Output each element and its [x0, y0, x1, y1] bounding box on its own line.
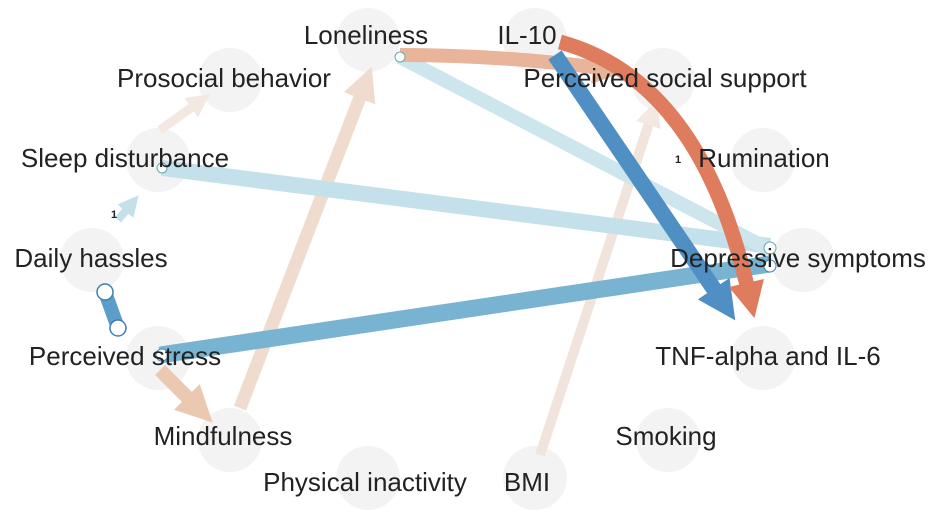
edge-label: 1 [675, 154, 681, 166]
node-label: Daily hassles [14, 243, 167, 273]
edge-end [109, 319, 127, 337]
node-label: IL-10 [497, 20, 556, 50]
edge-end [155, 348, 169, 362]
node [336, 8, 400, 72]
node-label: Loneliness [304, 20, 428, 50]
edge [157, 94, 211, 134]
edge-end [763, 241, 777, 255]
node [198, 48, 262, 112]
edge [548, 50, 736, 321]
node [60, 228, 124, 292]
edge [558, 34, 764, 319]
edge [155, 365, 213, 423]
edges [96, 34, 777, 457]
node [731, 326, 795, 390]
node-label: Perceived stress [29, 341, 221, 371]
node-label: Depressive symptoms [670, 243, 926, 273]
node-labels: Loneliness IL-10 Prosocial behavior Perc… [14, 20, 925, 497]
node [636, 408, 700, 472]
node [731, 128, 795, 192]
edge [158, 255, 772, 364]
node [503, 446, 567, 510]
edge [114, 195, 139, 223]
edge-end [394, 51, 406, 63]
node-label: Sleep disturbance [21, 143, 229, 173]
node-label: Smoking [615, 421, 716, 451]
edge-end [156, 162, 168, 174]
edge [399, 48, 627, 84]
edge-label: 1 [111, 209, 117, 221]
node [336, 446, 400, 510]
edge-labels: 1 1 [111, 154, 681, 221]
node-label: Mindfulness [154, 421, 293, 451]
node-label: Rumination [698, 143, 830, 173]
edge-end [96, 283, 114, 301]
edge [233, 66, 376, 411]
edge [396, 50, 774, 257]
node [198, 408, 262, 472]
node [771, 228, 835, 292]
node-label: TNF-alpha and IL-6 [655, 341, 880, 371]
node-label: Physical inactivity [263, 467, 467, 497]
node-label: Perceived social support [523, 63, 807, 93]
node-label: Prosocial behavior [117, 63, 331, 93]
edge-end [763, 259, 777, 273]
node-label: BMI [504, 467, 550, 497]
